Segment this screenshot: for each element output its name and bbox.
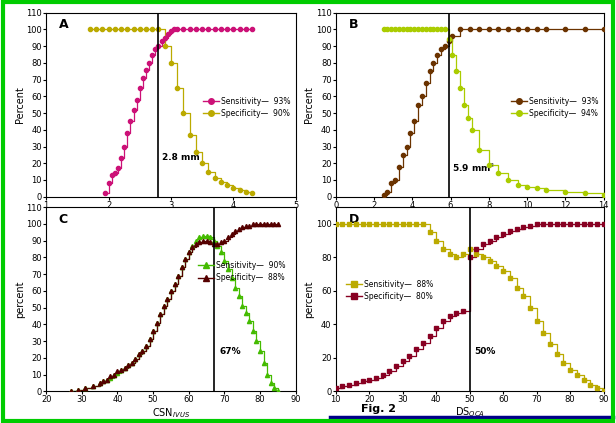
Y-axis label: percent: percent	[304, 280, 314, 318]
Text: 5.9 mm$^2$: 5.9 mm$^2$	[452, 161, 495, 173]
Text: Fig. 2: Fig. 2	[362, 404, 396, 415]
Legend: Sensitivity—  93%, Specificity—  90%: Sensitivity— 93%, Specificity— 90%	[201, 95, 292, 119]
X-axis label: CSN$_{IVUS}$: CSN$_{IVUS}$	[152, 406, 190, 420]
X-axis label: DS$_{QCA}$: DS$_{QCA}$	[455, 406, 485, 421]
X-axis label: MLD$_{IVUS}$: MLD$_{IVUS}$	[152, 211, 190, 225]
Text: 50%: 50%	[475, 347, 496, 357]
Text: 67%: 67%	[219, 347, 241, 357]
Text: D: D	[349, 213, 359, 226]
Legend: Sensitivity—  90%, Specificity—  88%: Sensitivity— 90%, Specificity— 88%	[197, 260, 287, 284]
Legend: Sensitivity—  93%, Specificity—  94%: Sensitivity— 93%, Specificity— 94%	[509, 95, 600, 119]
Text: C: C	[59, 213, 68, 226]
Text: A: A	[59, 18, 68, 31]
Y-axis label: Percent: Percent	[304, 86, 314, 123]
Text: 2.8 mm: 2.8 mm	[161, 153, 200, 162]
Text: B: B	[349, 18, 359, 31]
X-axis label: MLA$_{IVUS}$: MLA$_{IVUS}$	[450, 211, 489, 225]
Legend: Sensitivity—  88%, Specificity—  80%: Sensitivity— 88%, Specificity— 80%	[345, 278, 435, 302]
Y-axis label: Percent: Percent	[15, 86, 25, 123]
Y-axis label: percent: percent	[15, 280, 25, 318]
